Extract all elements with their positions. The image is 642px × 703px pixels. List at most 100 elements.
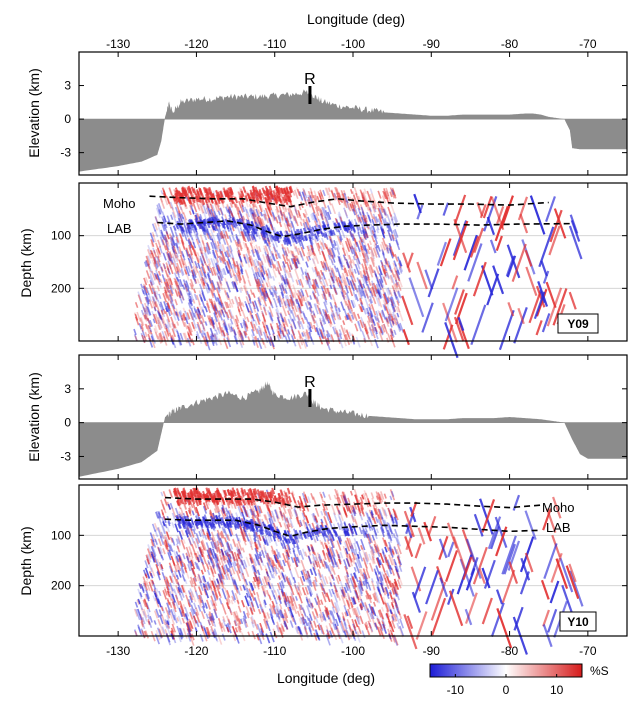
field-stroke xyxy=(231,280,236,287)
field-stroke xyxy=(312,496,317,505)
field-stroke xyxy=(172,245,178,255)
field-stroke xyxy=(362,274,368,286)
field-stroke xyxy=(226,261,230,267)
field-stroke xyxy=(360,302,365,311)
field-stroke xyxy=(216,283,221,290)
field-stroke xyxy=(154,216,159,224)
field-stroke xyxy=(375,228,380,234)
field-stroke xyxy=(354,251,359,259)
field-stroke xyxy=(208,317,213,326)
field-stroke xyxy=(324,313,329,322)
field-stroke xyxy=(233,329,237,336)
field-stroke xyxy=(222,229,227,238)
field-stroke xyxy=(269,223,274,231)
field-stroke xyxy=(160,314,166,325)
field-stroke xyxy=(284,279,289,285)
field-stroke xyxy=(225,260,232,272)
field-stroke xyxy=(278,324,283,333)
field-stroke xyxy=(163,301,169,313)
field-stroke xyxy=(291,318,297,329)
field-stroke xyxy=(235,233,240,242)
field-stroke xyxy=(357,288,363,299)
field-stroke xyxy=(192,269,197,278)
field-stroke xyxy=(211,238,217,250)
field-stroke xyxy=(345,314,349,320)
field-stroke xyxy=(351,271,357,283)
field-stroke xyxy=(210,303,214,310)
field-stroke xyxy=(305,261,309,268)
field-stroke xyxy=(287,303,293,314)
field-stroke xyxy=(363,188,367,195)
field-stroke xyxy=(444,287,459,322)
field-stroke xyxy=(148,299,154,309)
field-stroke xyxy=(384,261,388,267)
field-stroke xyxy=(366,248,371,255)
field-stroke xyxy=(149,280,153,286)
field-stroke xyxy=(320,599,324,605)
field-stroke xyxy=(330,314,336,325)
field-stroke xyxy=(365,200,371,211)
field-stroke xyxy=(261,265,266,275)
field-stroke xyxy=(396,269,401,276)
field-stroke xyxy=(284,273,290,285)
field-stroke xyxy=(230,599,234,605)
field-stroke xyxy=(319,208,324,217)
field-stroke xyxy=(384,259,388,266)
field-stroke xyxy=(195,311,200,320)
field-stroke xyxy=(371,203,375,209)
field-stroke xyxy=(183,321,188,330)
field-stroke xyxy=(267,225,272,234)
field-stroke xyxy=(146,255,150,263)
field-stroke xyxy=(236,327,242,338)
field-stroke xyxy=(381,237,387,247)
field-stroke xyxy=(297,247,303,258)
field-stroke xyxy=(185,249,190,257)
field-stroke xyxy=(398,262,402,269)
field-stroke xyxy=(147,325,152,335)
field-stroke xyxy=(364,297,370,309)
field-stroke xyxy=(220,250,227,262)
field-stroke xyxy=(237,238,243,250)
field-stroke xyxy=(219,309,223,316)
field-stroke xyxy=(379,312,384,324)
field-stroke xyxy=(151,295,155,302)
field-stroke xyxy=(161,572,166,580)
field-stroke xyxy=(304,213,310,226)
field-stroke xyxy=(350,309,356,319)
field-stroke xyxy=(167,267,171,275)
field-stroke xyxy=(402,252,412,273)
field-stroke xyxy=(255,258,260,267)
field-stroke xyxy=(243,256,248,264)
field-stroke xyxy=(357,195,361,202)
field-stroke xyxy=(243,330,247,337)
field-stroke xyxy=(289,249,293,257)
field-stroke xyxy=(164,223,168,229)
field-stroke xyxy=(368,327,374,337)
field-stroke xyxy=(328,494,332,501)
field-stroke xyxy=(180,315,185,321)
field-stroke xyxy=(392,306,396,312)
field-stroke xyxy=(274,286,278,291)
field-stroke xyxy=(145,305,151,316)
field-stroke xyxy=(214,311,219,318)
field-stroke xyxy=(279,210,284,221)
field-stroke xyxy=(326,287,331,296)
field-stroke xyxy=(339,551,344,559)
field-stroke xyxy=(282,323,289,335)
field-stroke xyxy=(223,319,229,331)
field-stroke xyxy=(272,243,277,252)
field-stroke xyxy=(249,208,253,215)
field-stroke xyxy=(157,324,161,331)
field-stroke xyxy=(506,255,517,278)
field-stroke xyxy=(356,313,361,320)
field-stroke xyxy=(168,289,174,302)
field-stroke xyxy=(251,212,257,223)
field-stroke xyxy=(169,278,174,286)
field-stroke xyxy=(204,305,208,313)
field-stroke xyxy=(319,332,324,339)
field-stroke xyxy=(366,211,371,222)
field-stroke xyxy=(158,245,163,254)
field-stroke xyxy=(364,228,368,235)
field-stroke xyxy=(330,259,334,266)
field-stroke xyxy=(191,321,195,330)
